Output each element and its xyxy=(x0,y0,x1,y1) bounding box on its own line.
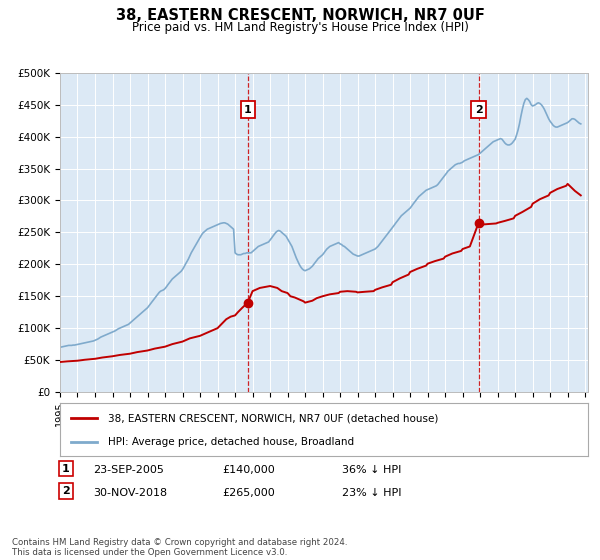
Text: 2: 2 xyxy=(475,105,482,114)
Text: 38, EASTERN CRESCENT, NORWICH, NR7 0UF (detached house): 38, EASTERN CRESCENT, NORWICH, NR7 0UF (… xyxy=(107,413,438,423)
Text: 23% ↓ HPI: 23% ↓ HPI xyxy=(342,488,401,498)
Text: 2: 2 xyxy=(62,486,70,496)
Text: £265,000: £265,000 xyxy=(222,488,275,498)
Text: HPI: Average price, detached house, Broadland: HPI: Average price, detached house, Broa… xyxy=(107,436,353,446)
Text: 1: 1 xyxy=(244,105,251,114)
Text: Price paid vs. HM Land Registry's House Price Index (HPI): Price paid vs. HM Land Registry's House … xyxy=(131,21,469,34)
Text: 1: 1 xyxy=(62,464,70,474)
Text: 38, EASTERN CRESCENT, NORWICH, NR7 0UF: 38, EASTERN CRESCENT, NORWICH, NR7 0UF xyxy=(116,8,484,24)
Text: 36% ↓ HPI: 36% ↓ HPI xyxy=(342,465,401,475)
Text: 30-NOV-2018: 30-NOV-2018 xyxy=(93,488,167,498)
Text: 23-SEP-2005: 23-SEP-2005 xyxy=(93,465,164,475)
Text: Contains HM Land Registry data © Crown copyright and database right 2024.
This d: Contains HM Land Registry data © Crown c… xyxy=(12,538,347,557)
Text: £140,000: £140,000 xyxy=(222,465,275,475)
